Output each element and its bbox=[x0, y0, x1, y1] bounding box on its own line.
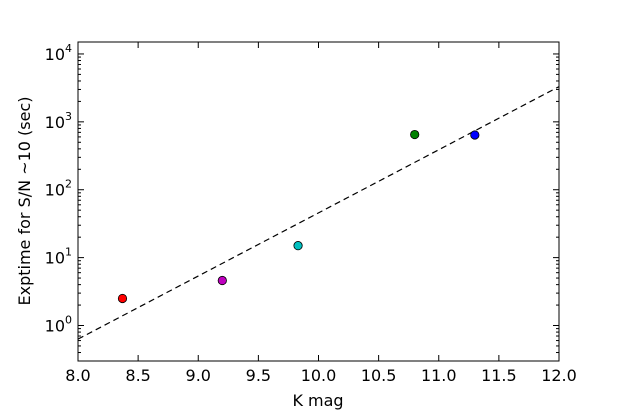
x-tick-label: 9.0 bbox=[186, 366, 211, 385]
data-point bbox=[470, 130, 480, 140]
y-axis-label: Exptime for S/N ~10 (sec) bbox=[15, 97, 34, 306]
y-tick-label: 101 bbox=[45, 246, 72, 268]
x-axis-ticks: 8.0 8.5 9.0 9.5 10.0 10.5 11.0 11.5 12.0 bbox=[65, 42, 577, 385]
x-tick-label: 12.0 bbox=[541, 366, 577, 385]
y-tick-label: 102 bbox=[45, 178, 72, 200]
plot-area bbox=[78, 86, 559, 340]
x-tick-label: 11.5 bbox=[481, 366, 517, 385]
fit-line bbox=[78, 86, 559, 340]
data-point bbox=[217, 275, 227, 286]
y-axis-ticks: 100 101 102 103 104 bbox=[45, 42, 559, 362]
plot-frame bbox=[77, 41, 560, 362]
y-tick-label: 103 bbox=[45, 110, 72, 132]
x-tick-label: 10.0 bbox=[301, 366, 337, 385]
x-tick-label: 9.5 bbox=[246, 366, 271, 385]
data-point bbox=[293, 241, 303, 251]
y-tick-label: 104 bbox=[45, 42, 72, 64]
y-tick-label: 100 bbox=[45, 314, 72, 336]
x-tick-label: 8.0 bbox=[65, 366, 90, 385]
x-tick-label: 8.5 bbox=[125, 366, 150, 385]
x-tick-label: 10.5 bbox=[361, 366, 397, 385]
x-tick-label: 11.0 bbox=[421, 366, 457, 385]
x-axis-label: K mag bbox=[292, 391, 343, 410]
data-point bbox=[117, 293, 128, 304]
data-point bbox=[410, 129, 420, 140]
